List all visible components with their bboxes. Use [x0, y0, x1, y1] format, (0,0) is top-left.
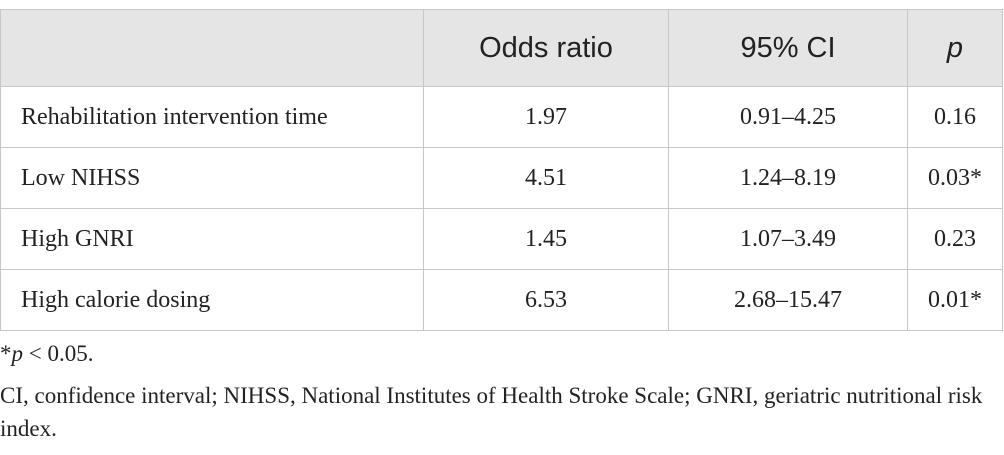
table-cell: 1.97 [423, 86, 669, 148]
header-cell: Odds ratio [423, 9, 669, 87]
table-cell: 0.03* [907, 147, 1003, 209]
footnote-condition: < 0.05. [23, 341, 94, 366]
row-label: High calorie dosing [0, 269, 424, 331]
table-body: Rehabilitation intervention time 1.97 0.91… [0, 86, 1003, 331]
footnote: *p < 0.05. [0, 337, 1000, 370]
table-cell: 6.53 [423, 269, 669, 331]
row-label: Low NIHSS [0, 147, 424, 209]
table-cell: 1.45 [423, 208, 669, 270]
results-table: Odds ratio 95% CI p Rehabilitation inter… [0, 9, 1003, 331]
table-row: High calorie dosing 6.53 2.68–15.47 0.01* [0, 269, 1003, 331]
table-cell: 1.24–8.19 [668, 147, 908, 209]
header-cell: p [907, 9, 1003, 87]
table-row: Low NIHSS 4.51 1.24–8.19 0.03* [0, 147, 1003, 209]
header-corner [0, 9, 424, 87]
footnote-variable: p [11, 341, 24, 366]
header-cell: 95% CI [668, 9, 908, 87]
table-cell: 0.16 [907, 86, 1003, 148]
table-row: High GNRI 1.45 1.07–3.49 0.23 [0, 208, 1003, 270]
table-cell: 0.23 [907, 208, 1003, 270]
table-cell: 1.07–3.49 [668, 208, 908, 270]
row-label: Rehabilitation intervention time [0, 86, 424, 148]
row-label: High GNRI [0, 208, 424, 270]
footnote-symbol: * [0, 341, 12, 366]
header-row: Odds ratio 95% CI p [0, 9, 1003, 87]
footnote: CI, confidence interval; NIHSS, National… [0, 383, 983, 441]
table-cell: 0.01* [907, 269, 1003, 331]
table-cell: 0.91–4.25 [668, 86, 908, 148]
table-row: Rehabilitation intervention time 1.97 0.91… [0, 86, 1003, 148]
table-cell: 2.68–15.47 [668, 269, 908, 331]
table-cell: 4.51 [423, 147, 669, 209]
